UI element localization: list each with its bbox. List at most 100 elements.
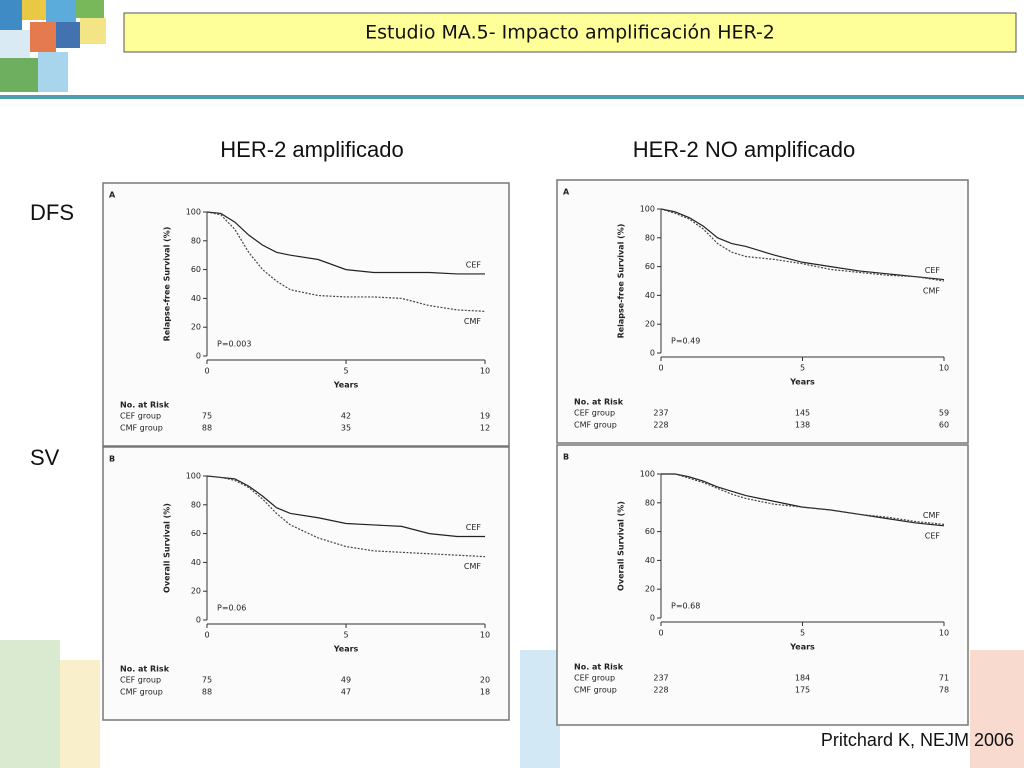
risk-count: 237 xyxy=(653,674,668,683)
y-axis-title: Relapse-free Survival (%) xyxy=(163,227,172,342)
chart-panel: B 0 20 40 60 80 100 0 5 10 Years Overall Survival (… xyxy=(102,446,510,721)
annotation: P=0.68 xyxy=(671,602,700,611)
row-header: DFS xyxy=(30,200,74,225)
y-tick-label: 80 xyxy=(645,498,655,507)
x-axis-title: Years xyxy=(333,645,359,654)
x-tick-label: 0 xyxy=(658,629,663,638)
panel-label: A xyxy=(563,188,570,197)
risk-row-label: CMF group xyxy=(120,688,163,697)
chart-panel: B 0 20 40 60 80 100 0 5 10 Years Overall Survival (… xyxy=(556,444,969,726)
x-tick-label: 10 xyxy=(480,631,490,640)
y-tick-label: 60 xyxy=(191,529,201,538)
title-box xyxy=(123,12,1017,53)
series-label: CEF xyxy=(466,260,482,269)
x-tick-label: 0 xyxy=(204,367,209,376)
annotation: P=0.49 xyxy=(671,337,700,346)
y-tick-label: 0 xyxy=(196,616,201,625)
risk-count: 88 xyxy=(202,424,212,433)
y-tick-label: 100 xyxy=(186,208,201,217)
series-label: CMF xyxy=(923,287,940,296)
risk-table-title: No. at Risk xyxy=(120,401,170,410)
series-label: CMF xyxy=(464,317,481,326)
y-tick-label: 0 xyxy=(196,352,201,361)
x-tick-label: 5 xyxy=(800,364,805,373)
chart-panel: A 0 20 40 60 80 100 0 5 10 Years Relapse-free Survi… xyxy=(556,179,969,444)
y-tick-label: 60 xyxy=(645,262,655,271)
y-axis-title: Relapse-free Survival (%) xyxy=(617,224,626,339)
risk-count: 20 xyxy=(480,676,490,685)
risk-count: 78 xyxy=(939,686,949,695)
header-rule xyxy=(0,95,1024,99)
x-axis-title: Years xyxy=(333,381,359,390)
risk-count: 60 xyxy=(939,421,949,430)
risk-count: 184 xyxy=(795,674,810,683)
risk-count: 19 xyxy=(480,412,490,421)
risk-row-label: CEF group xyxy=(120,676,161,685)
y-tick-label: 100 xyxy=(640,205,655,214)
annotation: P=0.003 xyxy=(217,340,251,349)
survival-curve xyxy=(661,473,945,527)
y-tick-label: 0 xyxy=(650,349,655,358)
y-tick-label: 20 xyxy=(645,320,655,329)
y-axis-title: Overall Survival (%) xyxy=(617,501,626,591)
survival-curve xyxy=(206,475,486,558)
column-header: HER-2 NO amplificado xyxy=(633,137,856,162)
risk-count: 42 xyxy=(341,412,351,421)
risk-count: 59 xyxy=(939,409,949,418)
y-tick-label: 0 xyxy=(650,614,655,623)
risk-table-title: No. at Risk xyxy=(574,663,624,672)
column-header: HER-2 amplificado xyxy=(220,137,403,162)
risk-count: 145 xyxy=(795,409,810,418)
y-tick-label: 40 xyxy=(645,291,655,300)
survival-curve xyxy=(206,475,485,538)
risk-count: 138 xyxy=(795,421,810,430)
x-axis-title: Years xyxy=(789,378,815,387)
risk-row-label: CMF group xyxy=(574,686,617,695)
risk-count: 49 xyxy=(341,676,351,685)
panel-frame xyxy=(556,179,969,444)
y-tick-label: 20 xyxy=(645,585,655,594)
risk-count: 18 xyxy=(480,688,490,697)
y-tick-label: 60 xyxy=(645,527,655,536)
y-tick-label: 20 xyxy=(191,323,201,332)
risk-row-label: CMF group xyxy=(574,421,617,430)
risk-count: 75 xyxy=(202,412,212,421)
x-tick-label: 0 xyxy=(204,631,209,640)
y-tick-label: 80 xyxy=(645,233,655,242)
series-label: CEF xyxy=(925,531,941,540)
series-label: CEF xyxy=(925,266,941,275)
series-label: CEF xyxy=(466,523,482,532)
annotation: P=0.06 xyxy=(217,604,246,613)
y-tick-label: 20 xyxy=(191,587,201,596)
panel-frame xyxy=(102,446,510,721)
risk-row-label: CEF group xyxy=(574,409,615,418)
risk-count: 71 xyxy=(939,674,949,683)
y-tick-label: 100 xyxy=(640,470,655,479)
survival-curve xyxy=(206,211,485,275)
row-header: SV xyxy=(30,445,60,470)
panel-frame xyxy=(556,444,969,726)
y-tick-label: 40 xyxy=(191,294,201,303)
x-axis-title: Years xyxy=(789,643,815,652)
risk-count: 12 xyxy=(480,424,490,433)
risk-table-title: No. at Risk xyxy=(574,398,624,407)
y-tick-label: 40 xyxy=(191,558,201,567)
panel-frame xyxy=(102,182,510,447)
x-tick-label: 10 xyxy=(939,629,949,638)
citation: Pritchard K, NEJM 2006 xyxy=(821,730,1014,750)
slide-title: Estudio MA.5- Impacto amplificación HER-… xyxy=(365,22,775,44)
chart-panel: A 0 20 40 60 80 100 0 5 10 Years Relapse-free Survi… xyxy=(102,182,510,447)
risk-row-label: CEF group xyxy=(120,412,161,421)
y-tick-label: 80 xyxy=(191,500,201,509)
series-label: CMF xyxy=(464,562,481,571)
risk-count: 175 xyxy=(795,686,810,695)
survival-curve xyxy=(660,208,945,282)
x-tick-label: 5 xyxy=(343,367,348,376)
panel-label: B xyxy=(109,455,115,464)
series-label: CMF xyxy=(923,511,940,520)
x-tick-label: 10 xyxy=(939,364,949,373)
background-mosaic xyxy=(0,640,1024,768)
risk-count: 75 xyxy=(202,676,212,685)
